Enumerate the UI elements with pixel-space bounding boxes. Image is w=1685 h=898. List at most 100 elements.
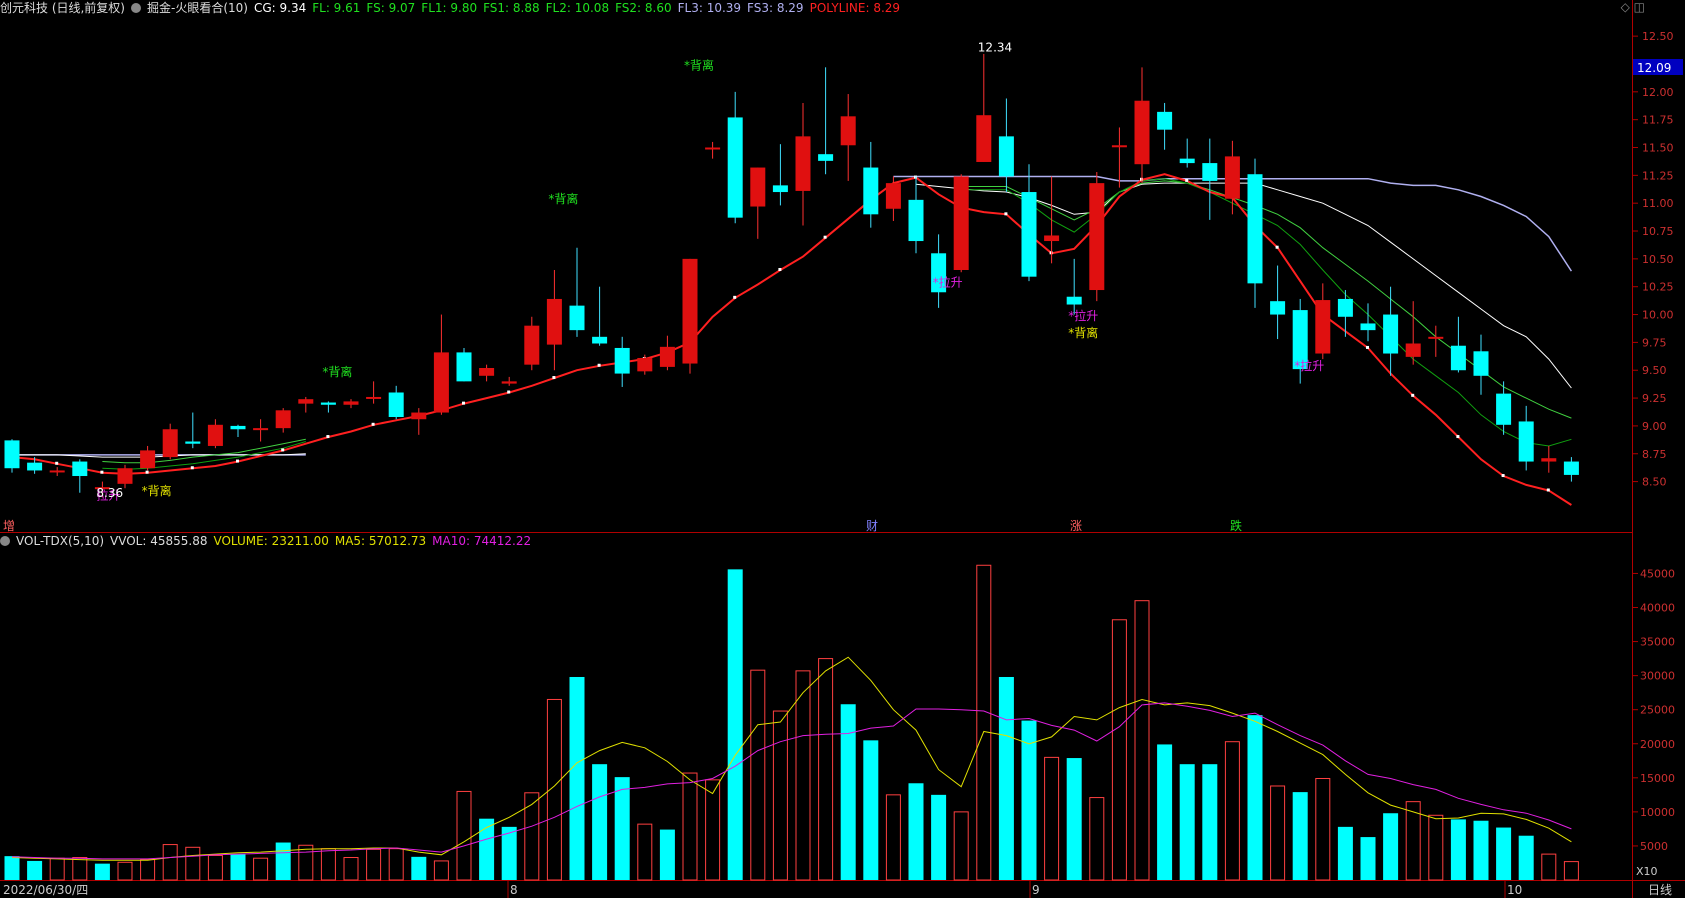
price-tick-label: 12.50 (1642, 30, 1674, 43)
candle-down (1021, 192, 1037, 277)
candle-down (456, 352, 472, 382)
event-zhang[interactable]: 涨 (1070, 518, 1082, 533)
candle-down (1360, 323, 1376, 331)
candle-up (1315, 300, 1331, 354)
candle-down (4, 440, 20, 469)
volume-bar-down (569, 676, 585, 880)
candle-down (592, 336, 608, 344)
candle-down (908, 199, 924, 242)
volume-bar-up (772, 710, 788, 881)
volume-bar-up (207, 854, 223, 881)
candle-down (818, 154, 834, 161)
polyline-dot (552, 376, 556, 380)
price-tick-label: 10.75 (1642, 225, 1674, 238)
candle-up (298, 399, 314, 404)
volume-tick-label: 10000 (1640, 806, 1675, 819)
ma10-value: MA10: 74412.22 (432, 534, 532, 548)
volume-bar-up (524, 792, 540, 881)
candle-up (207, 424, 223, 446)
volume-bar-down (1202, 764, 1218, 880)
candle-up (162, 429, 178, 458)
stock-title: 创元科技 (日线,前复权) (0, 1, 125, 15)
candle-up (94, 487, 110, 490)
candlesticks (4, 53, 1579, 498)
volume-bar-up (750, 669, 766, 881)
volume-bar-up (1134, 600, 1150, 881)
annotation-label: *背离 (1068, 325, 1098, 340)
candle-down (727, 117, 743, 218)
fl2-line (102, 180, 1572, 464)
volume-tick-label: 40000 (1640, 602, 1675, 615)
volume-bar-down (94, 863, 110, 880)
candle-down (230, 425, 246, 430)
fl-value: FL: 9.61 (312, 1, 361, 15)
candle-up (1224, 156, 1240, 199)
candle-up (49, 470, 65, 473)
candle-down (1066, 296, 1082, 305)
cg-value: CG: 9.34 (253, 1, 307, 15)
indicator-name[interactable]: 掘金-火眼看合(10) (147, 1, 248, 15)
volume-bar-down (998, 676, 1014, 880)
volume-bar-down (1021, 720, 1037, 880)
price-tick-label: 9.00 (1642, 420, 1667, 433)
fs-value: FS: 9.07 (366, 1, 416, 15)
volume-bar-down (1360, 837, 1376, 880)
candle-down (863, 167, 879, 215)
price-tag: 12.09 (1637, 61, 1671, 75)
candle-down (1247, 174, 1263, 284)
volume-bar-up (1315, 777, 1331, 881)
volume-bar-up (366, 848, 382, 881)
volume-settings-icon[interactable] (0, 536, 10, 546)
vol-indicator-name[interactable]: VOL-TDX(5,10) (16, 534, 105, 548)
volume-bar-down (1066, 758, 1082, 880)
candle-down (614, 347, 630, 374)
price-tag-box (1633, 59, 1683, 75)
volume-tick-label: 30000 (1640, 670, 1675, 683)
price-tick-label: 11.25 (1642, 169, 1674, 182)
volume-bar-up (1224, 741, 1240, 881)
polyline-dot (733, 295, 737, 299)
candle-up (795, 136, 811, 191)
event-zeng[interactable]: 增 (3, 519, 15, 533)
event-die[interactable]: 跌 (1230, 518, 1242, 533)
panel-toggle-icon[interactable]: ◫ (1633, 0, 1645, 14)
volume-axis: 45000 40000 35000 30000 25000 20000 15000 10000… (1633, 567, 1675, 853)
candle-down (1202, 163, 1218, 181)
polyline-line (11, 173, 1572, 506)
volume-bar-up (388, 848, 404, 881)
price-tick-label: 9.75 (1642, 336, 1667, 349)
event-cai[interactable]: 财 (866, 519, 878, 533)
candle-up (682, 258, 698, 364)
volume-ma10-line (11, 702, 1572, 860)
volume-bar-down (4, 856, 20, 880)
candle-down (72, 461, 88, 477)
indicator-settings-icon[interactable] (131, 3, 141, 13)
volume-bar-up (1428, 814, 1444, 881)
candle-down (1450, 345, 1466, 371)
period-label[interactable]: 日线 (1648, 883, 1672, 897)
candle-up (976, 115, 992, 162)
volume-bar-down (727, 569, 743, 880)
price-tick-label: 11.50 (1642, 142, 1674, 155)
x10-label: X10 (1636, 865, 1658, 878)
volume-bar-up (185, 846, 201, 881)
fl3-line (12, 175, 1573, 456)
volume-bar-down (1157, 744, 1173, 880)
candle-down (388, 392, 404, 417)
polyline-value: POLYLINE: 8.29 (809, 1, 901, 15)
candle-up (840, 116, 856, 146)
volume-bar-up (1541, 853, 1557, 881)
volume-bar-up (140, 859, 156, 881)
diamond-icon[interactable]: ◇ (1620, 0, 1630, 14)
volume-bar-up (1044, 756, 1060, 881)
fl1-value: FL1: 9.80 (421, 1, 478, 15)
volume-bar-up (117, 861, 133, 881)
volume-tick-label: 20000 (1640, 738, 1675, 751)
volume-bar-up (253, 857, 269, 881)
volume-bar-down (659, 829, 675, 880)
candle-up (1044, 235, 1060, 242)
candle-up (253, 428, 269, 431)
volume-tick-label: 25000 (1640, 704, 1675, 717)
polyline-dot (55, 461, 59, 465)
